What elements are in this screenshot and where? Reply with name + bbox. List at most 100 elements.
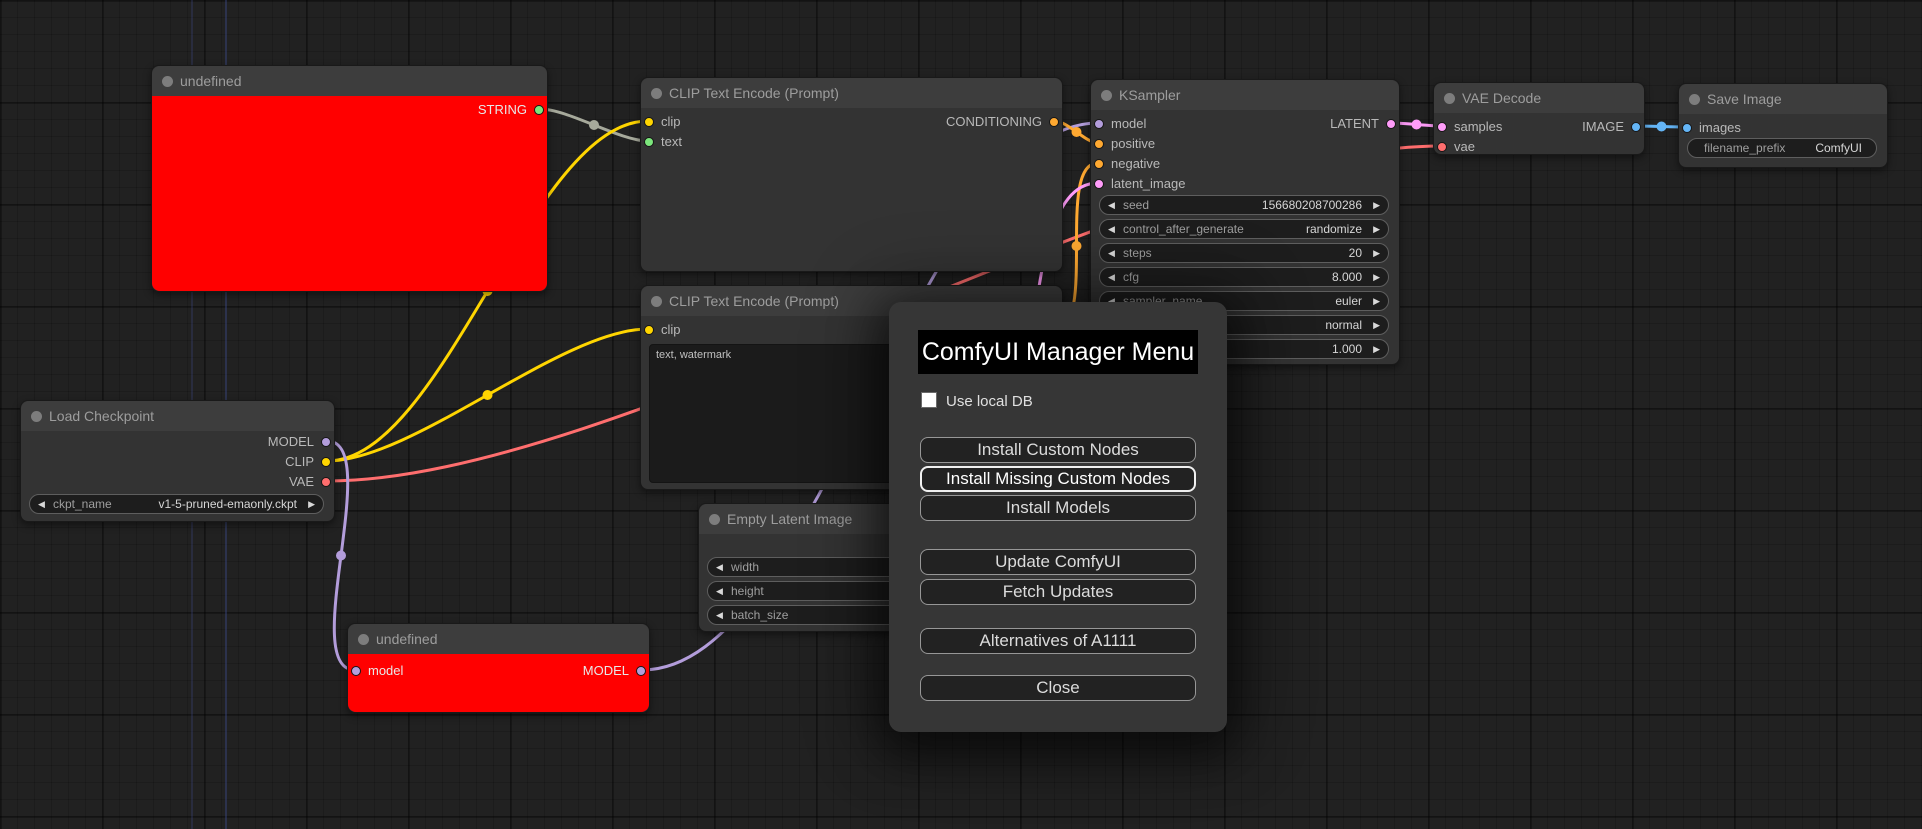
widget-decrement-icon[interactable]: ◀	[716, 562, 723, 572]
widget-value: 20	[1348, 246, 1362, 260]
collapse-dot-icon[interactable]	[162, 76, 173, 87]
input-port-label: negative	[1111, 156, 1161, 171]
link-center-dot-clip-to-clip-2[interactable]	[482, 390, 493, 400]
output-port-clip[interactable]	[321, 457, 331, 467]
node-title-bar[interactable]: VAE Decode	[1434, 83, 1644, 113]
node-title-bar[interactable]: undefined	[348, 624, 649, 654]
widget-decrement-icon[interactable]: ◀	[1108, 248, 1115, 258]
menu-button-install-custom-nodes[interactable]: Install Custom Nodes	[920, 437, 1196, 463]
widget-filename-prefix[interactable]: filename_prefix ComfyUI	[1687, 138, 1877, 158]
use-local-db-label: Use local DB	[946, 393, 1033, 410]
collapse-dot-icon[interactable]	[358, 634, 369, 645]
output-port-label: MODEL	[267, 434, 314, 449]
menu-button-update-comfyui[interactable]: Update ComfyUI	[920, 549, 1196, 575]
collapse-dot-icon[interactable]	[709, 514, 720, 525]
input-port-model[interactable]	[1094, 119, 1104, 129]
widget-steps[interactable]: ◀ steps 20 ▶	[1099, 243, 1389, 263]
node-title-bar[interactable]: undefined	[152, 66, 547, 96]
collapse-dot-icon[interactable]	[651, 296, 662, 307]
output-port-vae[interactable]	[321, 477, 331, 487]
node-title: KSampler	[1119, 87, 1181, 103]
link-center-dot-string-to-text[interactable]	[589, 120, 599, 130]
input-port-images[interactable]	[1682, 123, 1692, 133]
node-title: VAE Decode	[1462, 90, 1542, 106]
menu-button-close[interactable]: Close	[920, 675, 1196, 701]
collapse-dot-icon[interactable]	[1689, 94, 1700, 105]
input-port-latent-image[interactable]	[1094, 179, 1104, 189]
widget-increment-icon[interactable]: ▶	[1373, 248, 1380, 258]
node-vae-decode-vae_decode[interactable]: VAE Decode samples vae IMAGE	[1433, 82, 1645, 155]
collapse-dot-icon[interactable]	[651, 88, 662, 99]
widget-decrement-icon[interactable]: ◀	[716, 586, 723, 596]
widget-decrement-icon[interactable]: ◀	[38, 499, 45, 509]
input-port-text[interactable]	[644, 137, 654, 147]
output-port-latent[interactable]	[1386, 119, 1396, 129]
output-port-model[interactable]	[636, 666, 646, 676]
use-local-db-row[interactable]: Use local DB	[921, 392, 1227, 410]
node-title-bar[interactable]: CLIP Text Encode (Prompt)	[641, 78, 1062, 108]
node-undefined-undef2[interactable]: undefined model MODEL	[347, 623, 650, 713]
widget-value: normal	[1325, 318, 1362, 332]
collapse-dot-icon[interactable]	[31, 411, 42, 422]
widget-label: filename_prefix	[1704, 141, 1786, 155]
output-port-model[interactable]	[321, 437, 331, 447]
widget-increment-icon[interactable]: ▶	[1373, 320, 1380, 330]
input-port-samples[interactable]	[1437, 122, 1447, 132]
widget-cfg[interactable]: ◀ cfg 8.000 ▶	[1099, 267, 1389, 287]
node-title-bar[interactable]: Load Checkpoint	[21, 401, 334, 431]
widget-value: ComfyUI	[1815, 141, 1862, 155]
widget-increment-icon[interactable]: ▶	[1373, 296, 1380, 306]
input-port-vae[interactable]	[1437, 142, 1447, 152]
widget-control-after-generate[interactable]: ◀ control_after_generate randomize ▶	[1099, 219, 1389, 239]
link-center-dot-model-to-model-red[interactable]	[336, 550, 346, 561]
output-port-conditioning[interactable]	[1049, 117, 1059, 127]
input-port-positive[interactable]	[1094, 139, 1104, 149]
input-port-model[interactable]	[351, 666, 361, 676]
dialog-title: ComfyUI Manager Menu	[918, 330, 1198, 374]
collapse-dot-icon[interactable]	[1444, 93, 1455, 104]
node-title-bar[interactable]: KSampler	[1091, 80, 1399, 110]
use-local-db-checkbox[interactable]	[921, 392, 937, 408]
node-save-image-save_image[interactable]: Save Image images filename_prefix ComfyUI	[1678, 83, 1888, 168]
input-port-label: latent_image	[1111, 176, 1186, 191]
collapse-dot-icon[interactable]	[1101, 90, 1112, 101]
node-title: CLIP Text Encode (Prompt)	[669, 85, 839, 101]
node-title: CLIP Text Encode (Prompt)	[669, 293, 839, 309]
menu-button-install-missing-custom-nodes[interactable]: Install Missing Custom Nodes	[920, 466, 1196, 492]
link-center-dot-latent-to-samples[interactable]	[1411, 119, 1422, 130]
output-port-image[interactable]	[1631, 122, 1641, 132]
widget-decrement-icon[interactable]: ◀	[716, 610, 723, 620]
output-port-label: VAE	[288, 474, 314, 489]
link-center-dot-image-to-images[interactable]	[1656, 121, 1667, 132]
input-port-clip[interactable]	[644, 325, 654, 335]
widget-seed[interactable]: ◀ seed 156680208700286 ▶	[1099, 195, 1389, 215]
widget-decrement-icon[interactable]: ◀	[1108, 224, 1115, 234]
widget-label: height	[731, 584, 764, 598]
widget-increment-icon[interactable]: ▶	[1373, 344, 1380, 354]
comfyui-manager-dialog: ComfyUI Manager Menu Use local DB Instal…	[889, 302, 1227, 732]
widget-increment-icon[interactable]: ▶	[1373, 224, 1380, 234]
node-load-checkpoint-load_checkpoint[interactable]: Load Checkpoint MODEL CLIP VAE ◀ ckpt_name v1…	[20, 400, 335, 522]
widget-decrement-icon[interactable]: ◀	[1108, 296, 1115, 306]
link-center-dot-cond-to-positive[interactable]	[1071, 127, 1082, 137]
input-port-label: model	[1111, 116, 1147, 131]
output-port-string[interactable]	[534, 105, 544, 115]
menu-button-fetch-updates[interactable]: Fetch Updates	[920, 579, 1196, 605]
widget-increment-icon[interactable]: ▶	[308, 499, 315, 509]
widget-increment-icon[interactable]: ▶	[1373, 200, 1380, 210]
node-clip-text-encode-prompt-clip1[interactable]: CLIP Text Encode (Prompt) clip text CONDITI…	[640, 77, 1063, 272]
menu-button-alternatives-of-a1111[interactable]: Alternatives of A1111	[920, 628, 1196, 654]
node-title-bar[interactable]: Save Image	[1679, 84, 1887, 114]
widget-decrement-icon[interactable]: ◀	[1108, 200, 1115, 210]
menu-button-install-models[interactable]: Install Models	[920, 495, 1196, 521]
widget-value: 8.000	[1331, 270, 1362, 284]
widget-decrement-icon[interactable]: ◀	[1108, 272, 1115, 282]
widget-value: 1.000	[1331, 342, 1362, 356]
input-port-negative[interactable]	[1094, 159, 1104, 169]
widget-ckpt-name[interactable]: ◀ ckpt_name v1-5-pruned-emaonly.ckpt ▶	[29, 494, 324, 514]
widget-increment-icon[interactable]: ▶	[1373, 272, 1380, 282]
input-port-clip[interactable]	[644, 117, 654, 127]
link-center-dot-cond-to-negative[interactable]	[1071, 241, 1082, 251]
node-undefined-undef1[interactable]: undefined STRING	[151, 65, 548, 292]
